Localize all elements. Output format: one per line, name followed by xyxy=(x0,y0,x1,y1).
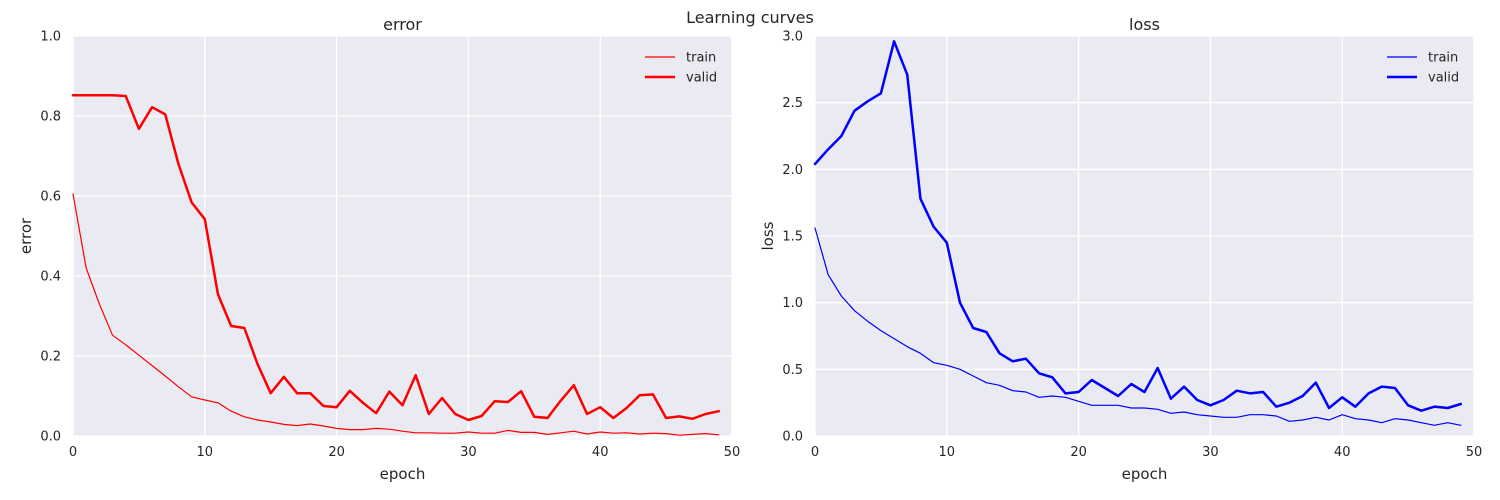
figure-suptitle: Learning curves xyxy=(686,8,814,27)
loss-legend-label-valid: valid xyxy=(1428,71,1459,86)
loss-ytick-label: 2.0 xyxy=(782,163,803,178)
error-series-valid-line xyxy=(71,93,721,422)
loss-series-valid-line xyxy=(813,40,1463,412)
error-legend-label-valid: valid xyxy=(686,71,717,86)
error-ytick-label: 0.6 xyxy=(40,190,61,205)
error-series-train-line xyxy=(72,193,720,436)
loss-xtick-label: 50 xyxy=(1466,445,1483,460)
loss-legend-label-train: train xyxy=(1428,51,1458,66)
error-plot-area xyxy=(73,36,732,436)
loss-xtick-label: 20 xyxy=(1070,445,1087,460)
loss-xtick-label: 40 xyxy=(1334,445,1351,460)
loss-ytick-label: 1.5 xyxy=(782,230,803,245)
error-xtick-label: 0 xyxy=(69,445,77,460)
error-xtick-label: 30 xyxy=(460,445,477,460)
loss-series-train-line xyxy=(814,227,1462,426)
error-ytick-label: 0.2 xyxy=(40,350,61,365)
error-ytick-label: 0.0 xyxy=(40,430,61,445)
loss-ytick-label: 3.0 xyxy=(782,30,803,45)
loss-ytick-label: 0.5 xyxy=(782,363,803,378)
error-y-axis-label: error xyxy=(17,217,35,254)
loss-xtick-label: 0 xyxy=(811,445,819,460)
error-xtick-label: 40 xyxy=(592,445,609,460)
error-ytick-label: 0.4 xyxy=(40,270,61,285)
error-ytick-label: 1.0 xyxy=(40,30,61,45)
loss-plot-area xyxy=(815,36,1474,436)
loss-y-axis-label: loss xyxy=(759,221,777,250)
loss-x-axis-label: epoch xyxy=(1122,465,1168,483)
error-xtick-label: 10 xyxy=(197,445,214,460)
error-ytick-label: 0.8 xyxy=(40,110,61,125)
loss-ytick-label: 0.0 xyxy=(782,430,803,445)
error-legend-label-train: train xyxy=(686,51,716,66)
loss-ytick-label: 2.5 xyxy=(782,96,803,111)
loss-xtick-label: 10 xyxy=(939,445,956,460)
error-xtick-label: 50 xyxy=(724,445,741,460)
loss-ytick-label: 1.0 xyxy=(782,296,803,311)
error-xtick-label: 20 xyxy=(328,445,345,460)
error-x-axis-label: epoch xyxy=(380,465,426,483)
loss-xtick-label: 30 xyxy=(1202,445,1219,460)
